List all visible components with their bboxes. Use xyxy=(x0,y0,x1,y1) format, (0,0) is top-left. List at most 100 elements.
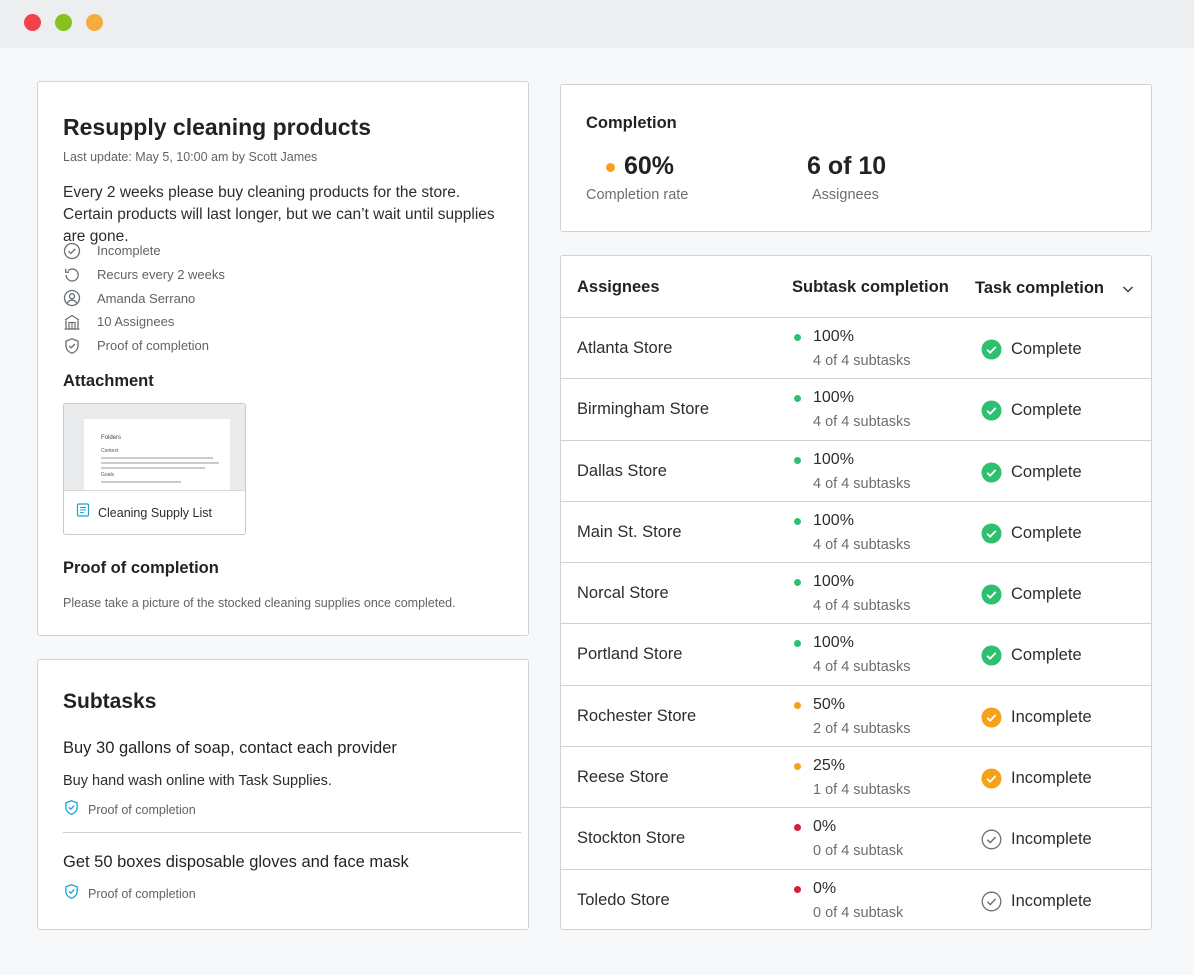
column-header-subtask-completion[interactable]: Subtask completion xyxy=(792,278,949,296)
store-icon xyxy=(63,313,81,331)
subtask-percent: 100% xyxy=(813,634,854,652)
task-status: Incomplete xyxy=(1011,769,1092,788)
task-status: Incomplete xyxy=(1011,707,1092,726)
table-row[interactable]: Reese Store 25% 1 of 4 subtasks Incomplete xyxy=(561,746,1151,807)
meta-status: Incomplete xyxy=(63,239,225,263)
subtasks-heading: Subtasks xyxy=(63,690,157,713)
last-update-text: Last update: May 5, 10:00 am by Scott Ja… xyxy=(63,150,318,164)
table-row[interactable]: Stockton Store 0% 0 of 4 subtask Incomplete xyxy=(561,807,1151,868)
check-circle-icon xyxy=(63,242,81,260)
task-status: Complete xyxy=(1011,585,1082,604)
table-row[interactable]: Atlanta Store 100% 4 of 4 subtasks Complete xyxy=(561,317,1151,378)
subtask-percent: 100% xyxy=(813,573,854,591)
proof-heading: Proof of completion xyxy=(63,559,219,577)
preview-line xyxy=(101,467,205,469)
subtask-count: 4 of 4 subtasks xyxy=(813,353,911,369)
store-name: Main St. Store xyxy=(577,522,682,541)
subtask-percent: 100% xyxy=(813,328,854,345)
meta-status-label: Incomplete xyxy=(97,243,161,259)
subtask-proof-label: Proof of completion xyxy=(88,803,196,817)
store-name: Dallas Store xyxy=(577,461,667,480)
column-header-assignees[interactable]: Assignees xyxy=(577,278,660,296)
task-meta-list: Incomplete Recurs every 2 weeks Amanda S… xyxy=(63,239,225,357)
preview-section: Context xyxy=(101,448,119,454)
assignees-table-body: Atlanta Store 100% 4 of 4 subtasks Complete… xyxy=(561,317,1151,930)
table-row[interactable]: Toledo Store 0% 0 of 4 subtask Incomplete xyxy=(561,868,1151,930)
preview-title: Folders xyxy=(101,435,122,441)
subtask-percent: 25% xyxy=(813,757,846,775)
subtask-count: 0 of 4 subtask xyxy=(813,904,904,921)
preview-line xyxy=(101,457,213,459)
table-row[interactable]: Rochester Store 50% 2 of 4 subtasks Incompl… xyxy=(561,684,1151,746)
subtask-count: 4 of 4 subtasks xyxy=(813,475,911,492)
check-circle-filled-icon xyxy=(981,339,1002,360)
status-dot xyxy=(794,456,801,464)
store-name: Toledo Store xyxy=(577,890,670,909)
task-status: Complete xyxy=(1011,462,1082,481)
maximize-window-button[interactable] xyxy=(55,14,72,31)
subtask-title[interactable]: Buy 30 gallons of soap, contact each pro… xyxy=(63,739,397,757)
minimize-window-button[interactable] xyxy=(86,14,103,31)
attachment-card[interactable]: Folders Context Goals Cleaning Supply Li… xyxy=(63,403,246,535)
shield-check-icon xyxy=(63,799,80,821)
table-row[interactable]: Dallas Store 100% 4 of 4 subtasks Complete xyxy=(561,439,1151,501)
proof-instructions: Please take a picture of the stocked cle… xyxy=(63,596,456,610)
status-dot xyxy=(794,701,801,709)
task-status: Complete xyxy=(1011,646,1082,665)
completion-heading: Completion xyxy=(586,114,677,132)
attachment-footer: Cleaning Supply List xyxy=(64,490,245,534)
check-circle-partial-icon xyxy=(981,768,1002,789)
subtask-count: 2 of 4 subtasks xyxy=(813,720,911,737)
task-title: Resupply cleaning products xyxy=(63,114,371,140)
subtask-percent: 100% xyxy=(813,511,854,529)
check-circle-filled-icon xyxy=(981,462,1002,483)
close-window-button[interactable] xyxy=(24,14,41,31)
subtask-proof-label: Proof of completion xyxy=(88,887,196,901)
completion-card: Completion 60% Completion rate 6 of 10 A… xyxy=(560,84,1152,232)
assignees-table-card: Assignees Subtask completion Task comple… xyxy=(560,255,1152,930)
shield-check-icon xyxy=(63,337,81,355)
subtask-proof: Proof of completion xyxy=(63,883,196,905)
status-dot xyxy=(794,395,801,403)
subtask-percent: 0% xyxy=(813,818,837,836)
subtask-count: 4 of 4 subtasks xyxy=(813,414,911,431)
meta-owner-label: Amanda Serrano xyxy=(97,290,196,306)
column-header-task-completion[interactable]: Task completion xyxy=(975,279,1104,297)
table-row[interactable]: Portland Store 100% 4 of 4 subtasks Complet… xyxy=(561,623,1151,684)
subtask-count: 4 of 4 subtasks xyxy=(813,536,911,553)
status-dot xyxy=(606,163,615,172)
status-dot xyxy=(794,579,801,587)
subtask-title[interactable]: Get 50 boxes disposable gloves and face … xyxy=(63,853,409,871)
store-name: Atlanta Store xyxy=(577,339,673,357)
table-row[interactable]: Birmingham Store 100% 4 of 4 subtasks Compl… xyxy=(561,378,1151,439)
subtask-percent: 50% xyxy=(813,695,846,713)
subtask-percent: 0% xyxy=(813,879,837,897)
task-status: Complete xyxy=(1011,523,1082,542)
completion-rate-value: 60% xyxy=(624,152,675,180)
assignees-count-label: Assignees xyxy=(812,187,879,203)
status-dot xyxy=(794,640,801,648)
task-status: Complete xyxy=(1011,340,1082,358)
meta-recurrence: Recurs every 2 weeks xyxy=(63,263,225,287)
check-circle-outline-icon xyxy=(981,829,1002,850)
table-row[interactable]: Main St. Store 100% 4 of 4 subtasks Complet… xyxy=(561,500,1151,562)
store-name: Norcal Store xyxy=(577,584,669,603)
subtask-count: 4 of 4 subtasks xyxy=(813,598,911,615)
assignees-count-value: 6 of 10 xyxy=(807,152,887,180)
store-name: Rochester Store xyxy=(577,706,697,725)
recurring-icon xyxy=(63,266,81,284)
attachment-preview-page: Folders Context Goals xyxy=(84,419,230,490)
chevron-down-icon[interactable] xyxy=(1121,282,1135,301)
store-name: Reese Store xyxy=(577,768,669,787)
status-dot xyxy=(794,517,801,525)
check-circle-outline-icon xyxy=(981,891,1002,912)
check-circle-partial-icon xyxy=(981,707,1002,728)
subtask-percent: 100% xyxy=(813,389,854,407)
subtask-count: 1 of 4 subtasks xyxy=(813,782,911,799)
subtask-divider xyxy=(63,832,521,833)
shield-check-icon xyxy=(63,883,80,905)
meta-recurrence-label: Recurs every 2 weeks xyxy=(97,267,225,283)
attachment-name: Cleaning Supply List xyxy=(98,505,212,520)
meta-owner: Amanda Serrano xyxy=(63,286,225,310)
table-row[interactable]: Norcal Store 100% 4 of 4 subtasks Complete xyxy=(561,562,1151,623)
